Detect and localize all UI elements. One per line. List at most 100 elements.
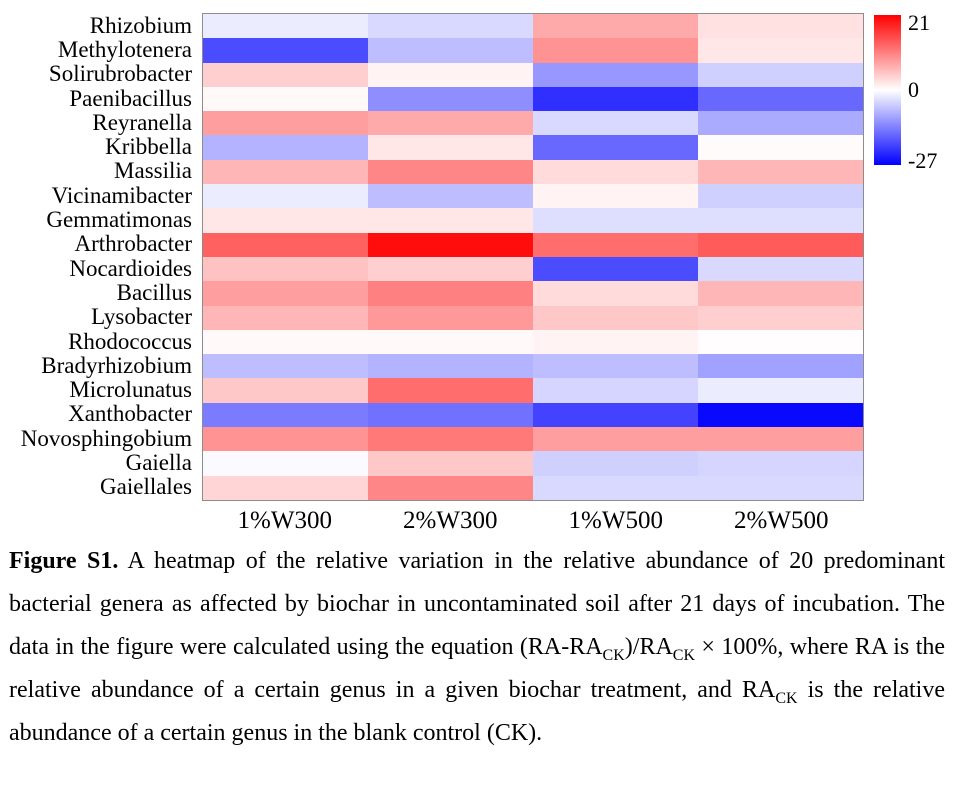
- row-label-nocardioides: Nocardioides: [69, 255, 192, 281]
- heatmap-cell-nocardioides-1-w300: [203, 256, 368, 282]
- column-label-2-w500: 2%W500: [734, 507, 829, 534]
- colorbar-tick-max: 21: [908, 10, 930, 35]
- caption-subscript-ck-2: CK: [672, 646, 696, 664]
- heatmap-cell-reyranella-2-w300: [368, 111, 533, 136]
- heatmap-cell-massilia-2-w500: [698, 159, 863, 185]
- heatmap-cell-bacillus-2-w500: [698, 281, 863, 306]
- row-label-microlunatus: Microlunatus: [69, 377, 192, 403]
- caption-figure-label: Figure S1.: [9, 548, 119, 574]
- heatmap-cell-reyranella-1-w500: [533, 111, 698, 136]
- heatmap-cell-arthrobacter-1-w300: [203, 232, 368, 257]
- heatmap-cell-massilia-2-w300: [368, 159, 533, 185]
- row-label-novosphingobium: Novosphingobium: [20, 425, 192, 451]
- heatmap-cell-microlunatus-1-w500: [533, 378, 698, 403]
- row-label-arthrobacter: Arthrobacter: [74, 231, 193, 257]
- row-label-vicinamibacter: Vicinamibacter: [51, 182, 192, 208]
- heatmap-cell-gemmatimonas-2-w300: [368, 208, 533, 233]
- heatmap-cell-solirubrobacter-1-w300: [203, 62, 368, 87]
- colorbar-tick-zero: 0: [908, 77, 919, 102]
- heatmap-cell-kribbella-1-w500: [533, 135, 698, 160]
- heatmap-cell-lysobacter-2-w300: [368, 305, 533, 330]
- heatmap-cell-methylotenera-2-w500: [698, 38, 863, 63]
- caption-text-2: )/RA: [624, 634, 673, 660]
- heatmap-cell-arthrobacter-2-w300: [368, 232, 533, 257]
- colorbar-gradient: [874, 15, 901, 165]
- heatmap-cell-bacillus-1-w300: [203, 281, 368, 306]
- row-label-bacillus: Bacillus: [116, 279, 192, 305]
- row-label-paenibacillus: Paenibacillus: [69, 85, 192, 111]
- heatmap-cell-rhizobium-1-w500: [533, 14, 698, 39]
- heatmap-cell-bradyrhizobium-2-w300: [368, 354, 533, 379]
- heatmap-cell-nocardioides-1-w500: [533, 256, 698, 282]
- heatmap-cell-massilia-1-w300: [203, 159, 368, 185]
- heatmap-cell-gaiellales-1-w500: [533, 475, 698, 500]
- heatmap-cell-lysobacter-1-w500: [533, 305, 698, 330]
- heatmap-cell-reyranella-1-w300: [203, 111, 368, 136]
- heatmap-cell-xanthobacter-2-w300: [368, 402, 533, 428]
- heatmap-cell-massilia-1-w500: [533, 159, 698, 185]
- column-label-1-w300: 1%W300: [237, 507, 332, 534]
- heatmap-cell-bradyrhizobium-2-w500: [698, 354, 863, 379]
- heatmap-cell-gemmatimonas-1-w300: [203, 208, 368, 233]
- heatmap-cell-gaiellales-2-w500: [698, 475, 863, 500]
- heatmap-cell-arthrobacter-2-w500: [698, 232, 863, 257]
- heatmap-cell-bacillus-2-w300: [368, 281, 533, 306]
- heatmap-cell-novosphingobium-2-w500: [698, 427, 863, 452]
- heatmap-cell-bradyrhizobium-1-w300: [203, 354, 368, 379]
- heatmap-cell-lysobacter-1-w300: [203, 305, 368, 330]
- row-label-gaiella: Gaiella: [125, 450, 192, 476]
- heatmap-cell-paenibacillus-2-w300: [368, 86, 533, 112]
- row-label-kribbella: Kribbella: [105, 134, 192, 160]
- heatmap-cell-gaiellales-2-w300: [368, 475, 533, 500]
- heatmap-cell-solirubrobacter-2-w300: [368, 62, 533, 87]
- heatmap-cell-lysobacter-2-w500: [698, 305, 863, 330]
- heatmap-cell-paenibacillus-1-w500: [533, 86, 698, 112]
- heatmap-cell-xanthobacter-2-w500: [698, 402, 863, 428]
- row-label-bradyrhizobium: Bradyrhizobium: [41, 352, 192, 378]
- heatmap-row-labels: Rhizobium Methylotenera Solirubrobacter Pae…: [0, 13, 192, 499]
- row-label-methylotenera: Methylotenera: [57, 36, 192, 62]
- heatmap-cell-microlunatus-2-w300: [368, 378, 533, 403]
- heatmap-cell-rhizobium-1-w300: [203, 14, 368, 39]
- heatmap-column-labels: 1%W300 2%W300 1%W500 2%W500: [202, 504, 864, 538]
- heatmap-cell-rhodococcus-2-w300: [368, 329, 533, 355]
- heatmap-cell-microlunatus-2-w500: [698, 378, 863, 403]
- heatmap-cell-rhodococcus-1-w300: [203, 329, 368, 355]
- row-label-rhizobium: Rhizobium: [89, 12, 192, 38]
- row-label-xanthobacter: Xanthobacter: [68, 401, 192, 427]
- heatmap-cell-solirubrobacter-2-w500: [698, 62, 863, 87]
- colorbar-tick-min: -27: [908, 148, 938, 173]
- heatmap-cell-kribbella-2-w300: [368, 135, 533, 160]
- heatmap-cell-vicinamibacter-2-w500: [698, 184, 863, 209]
- heatmap-cell-bradyrhizobium-1-w500: [533, 354, 698, 379]
- heatmap-cell-paenibacillus-2-w500: [698, 86, 863, 112]
- caption-text-1: A heatmap of the relative variation in t…: [9, 548, 945, 660]
- heatmap-cell-rhodococcus-2-w500: [698, 329, 863, 355]
- heatmap-cell-gemmatimonas-2-w500: [698, 208, 863, 233]
- heatmap-cell-xanthobacter-1-w500: [533, 402, 698, 428]
- figure-caption: Figure S1. A heatmap of the relative var…: [9, 540, 945, 755]
- caption-subscript-ck-1: CK: [602, 646, 625, 664]
- heatmap-cell-paenibacillus-1-w300: [203, 86, 368, 112]
- heatmap-grid: [202, 13, 864, 501]
- heatmap-cell-novosphingobium-1-w300: [203, 427, 368, 452]
- heatmap-cell-arthrobacter-1-w500: [533, 232, 698, 257]
- heatmap-cell-microlunatus-1-w300: [203, 378, 368, 403]
- heatmap-cell-gaiella-2-w300: [368, 451, 533, 476]
- heatmap-cell-bacillus-1-w500: [533, 281, 698, 306]
- heatmap-cell-rhizobium-2-w500: [698, 14, 863, 39]
- heatmap-cell-novosphingobium-1-w500: [533, 427, 698, 452]
- heatmap-cell-gaiella-2-w500: [698, 451, 863, 476]
- heatmap-cell-methylotenera-1-w500: [533, 38, 698, 63]
- heatmap-cell-xanthobacter-1-w300: [203, 402, 368, 428]
- heatmap-cell-gaiella-1-w500: [533, 451, 698, 476]
- heatmap-cell-reyranella-2-w500: [698, 111, 863, 136]
- column-label-1-w500: 1%W500: [568, 507, 663, 534]
- row-label-massilia: Massilia: [114, 158, 192, 184]
- row-label-rhodococcus: Rhodococcus: [68, 328, 192, 354]
- row-label-lysobacter: Lysobacter: [91, 304, 192, 330]
- heatmap-cell-gemmatimonas-1-w500: [533, 208, 698, 233]
- heatmap-cell-kribbella-1-w300: [203, 135, 368, 160]
- heatmap-cell-gaiella-1-w300: [203, 451, 368, 476]
